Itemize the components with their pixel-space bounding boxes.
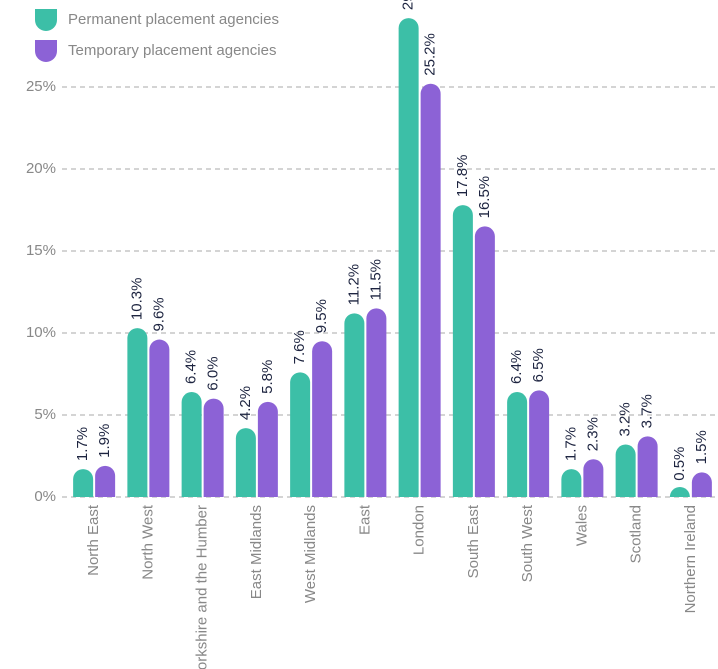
bar [344, 313, 365, 497]
bar [529, 390, 550, 497]
legend-label: Permanent placement agencies [68, 11, 279, 28]
bar [691, 472, 712, 497]
bar [181, 392, 202, 497]
bar [669, 487, 690, 497]
bar [561, 469, 582, 497]
x-tick-label: Northern Ireland [682, 505, 699, 613]
x-tick-label: North East [85, 504, 102, 576]
value-label: 7.6% [291, 330, 308, 364]
x-tick-label: North West [139, 504, 156, 580]
legend-label: Temporary placement agencies [68, 42, 276, 59]
value-label: 0.5% [671, 447, 688, 481]
bar [507, 392, 528, 497]
value-label: 6.4% [508, 350, 525, 384]
value-label: 16.5% [476, 176, 493, 219]
bar [95, 465, 116, 497]
bar [398, 18, 419, 498]
value-label: 17.8% [454, 155, 471, 198]
y-tick-label: 15% [26, 242, 56, 259]
bar [583, 459, 604, 497]
value-label: 11.2% [345, 264, 362, 305]
x-tick-label: South West [519, 504, 536, 582]
value-label: 2.3% [584, 417, 601, 451]
bar [73, 469, 94, 497]
x-tick-label: Yorkshire and the Humber [194, 505, 211, 669]
x-tick-label: Scotland [628, 505, 645, 563]
bar [235, 428, 256, 497]
value-label: 6.5% [530, 348, 547, 382]
value-label: 1.7% [74, 427, 91, 461]
value-label: 9.6% [150, 297, 167, 331]
y-tick-label: 10% [26, 324, 56, 341]
value-label: 3.2% [617, 402, 634, 436]
value-label: 3.7% [639, 394, 656, 428]
value-label: 29.2% [400, 0, 417, 10]
legend-swatch [35, 9, 57, 31]
y-tick-label: 0% [34, 488, 56, 505]
x-tick-label: London [411, 505, 428, 555]
x-tick-label: West Midlands [302, 505, 319, 603]
value-label: 25.2% [422, 33, 439, 76]
y-tick-label: 25% [26, 78, 56, 95]
y-tick-label: 20% [26, 160, 56, 177]
x-tick-label: East [356, 504, 373, 535]
bar [149, 339, 170, 497]
x-tick-label: Wales [573, 505, 590, 546]
x-tick-label: South East [465, 504, 482, 578]
bar [203, 398, 224, 497]
bar [615, 444, 636, 497]
bar [366, 308, 387, 497]
value-label: 6.0% [205, 356, 222, 390]
bar [474, 226, 495, 497]
value-label: 5.8% [259, 360, 276, 394]
value-label: 1.5% [693, 430, 710, 464]
value-label: 10.3% [128, 278, 145, 321]
bar [290, 372, 311, 497]
value-label: 9.5% [313, 299, 330, 333]
value-label: 1.9% [96, 424, 113, 458]
value-label: 6.4% [183, 350, 200, 384]
bar [127, 328, 148, 497]
value-label: 11.5% [367, 259, 384, 300]
bar [420, 83, 441, 498]
bar [637, 436, 658, 497]
value-label: 1.7% [562, 427, 579, 461]
y-tick-label: 5% [34, 406, 56, 423]
x-tick-label: East Midlands [248, 505, 265, 599]
bar [452, 205, 473, 497]
value-label: 4.2% [237, 386, 254, 420]
bar [312, 341, 333, 497]
legend-swatch [35, 40, 57, 62]
bar [257, 401, 278, 497]
